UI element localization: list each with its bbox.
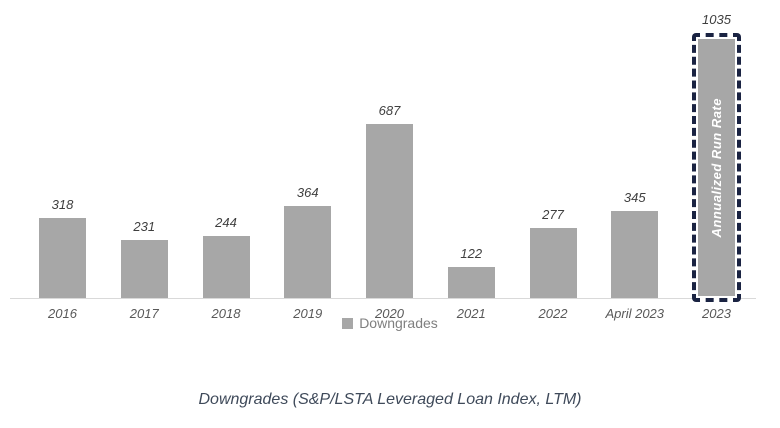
annualized-run-rate-bar-fill: Annualized Run Rate	[698, 39, 735, 296]
chart-caption: Downgrades (S&P/LSTA Leveraged Loan Inde…	[198, 391, 582, 408]
chart-legend: Downgrades	[0, 315, 780, 331]
x-axis-line	[10, 298, 756, 299]
bar-chart-plot-area: 318 2016 231 2017 244 2018 364 2019 687 2020 122 20…	[10, 12, 756, 321]
x-axis-label: 2018	[211, 306, 241, 321]
bar-2022	[530, 228, 577, 298]
bar-2017	[121, 240, 168, 298]
bar-value-label: 687	[378, 103, 401, 118]
x-axis-label: April 2023	[605, 306, 665, 321]
annualized-run-rate-bar: Annualized Run Rate	[692, 33, 741, 302]
bar-april-2023	[611, 211, 658, 298]
x-axis-label: 2021	[456, 306, 486, 321]
bar-2018	[203, 236, 250, 298]
x-axis-label: 2023	[702, 306, 731, 321]
bar-value-label: 122	[460, 246, 483, 261]
x-axis-label: 2020	[375, 306, 404, 321]
bar-value-label: 231	[133, 219, 156, 234]
legend-label: Downgrades	[359, 315, 438, 331]
x-axis-label: 2016	[48, 306, 77, 321]
legend-swatch-icon	[342, 317, 354, 329]
bar-value-label: 244	[215, 215, 237, 230]
bar-value-label: 277	[542, 207, 564, 222]
bar-value-label: 1035	[702, 12, 731, 27]
annualized-run-rate-label: Annualized Run Rate	[709, 97, 724, 238]
bar-value-label: 364	[296, 185, 319, 200]
bar-value-label: 345	[623, 190, 646, 205]
bar-2020	[366, 124, 413, 298]
bar-2016	[39, 218, 86, 298]
bar-2021	[448, 267, 495, 298]
bar-value-label: 318	[51, 197, 74, 212]
x-axis-label: 2017	[129, 306, 159, 321]
x-axis-label: 2022	[538, 306, 568, 321]
bar-2019	[284, 206, 331, 298]
x-axis-label: 2019	[293, 306, 323, 321]
